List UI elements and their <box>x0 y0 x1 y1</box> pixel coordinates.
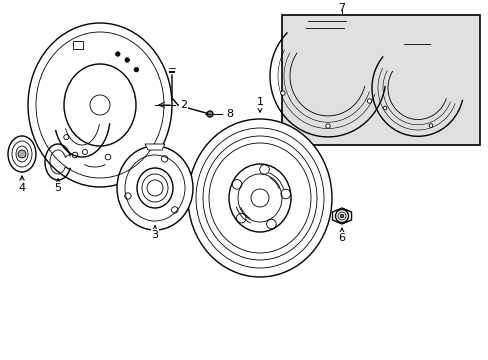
Text: 7: 7 <box>338 3 345 13</box>
Circle shape <box>250 189 268 207</box>
Text: 1: 1 <box>256 97 263 112</box>
Circle shape <box>125 58 129 62</box>
Polygon shape <box>145 144 164 150</box>
Circle shape <box>206 111 213 117</box>
Bar <box>73 41 83 49</box>
Ellipse shape <box>28 23 172 187</box>
Circle shape <box>325 124 329 128</box>
Ellipse shape <box>117 146 193 230</box>
Ellipse shape <box>187 119 331 277</box>
Ellipse shape <box>137 168 173 208</box>
Text: 8: 8 <box>225 109 233 119</box>
Circle shape <box>383 106 386 110</box>
Text: 3: 3 <box>151 226 158 240</box>
Polygon shape <box>332 208 351 224</box>
Circle shape <box>280 91 285 95</box>
Circle shape <box>115 52 120 56</box>
Circle shape <box>366 99 371 103</box>
Circle shape <box>428 124 432 127</box>
Ellipse shape <box>228 164 290 232</box>
Bar <box>282 15 479 145</box>
Circle shape <box>18 150 26 158</box>
Text: 5: 5 <box>54 179 61 193</box>
Ellipse shape <box>8 136 36 172</box>
Circle shape <box>134 67 138 72</box>
Text: 2: 2 <box>180 100 187 110</box>
Circle shape <box>340 214 343 218</box>
Text: 6: 6 <box>338 228 345 243</box>
Text: 4: 4 <box>19 176 25 193</box>
Circle shape <box>335 210 348 222</box>
